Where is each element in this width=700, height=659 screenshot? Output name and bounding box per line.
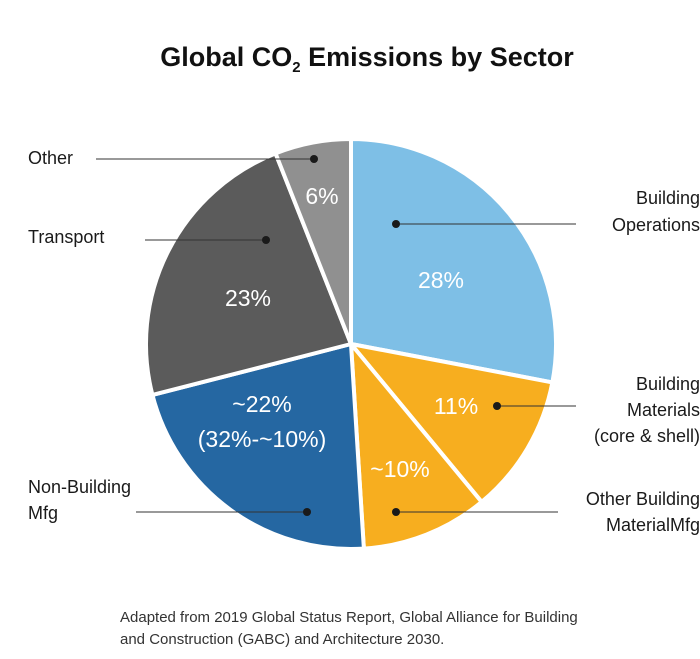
leader-dot-4 — [262, 236, 270, 244]
leader-dot-0 — [392, 220, 400, 228]
category-label-2-line-1: Other Building — [586, 489, 700, 509]
source-note-line-2: and Construction (GABC) and Architecture… — [120, 631, 445, 648]
category-label-0-line-2: Operations — [612, 215, 700, 235]
chart-title: Global CO2 Emissions by Sector — [0, 42, 700, 76]
category-label-0-line-1: Building — [636, 188, 700, 208]
slice-value-0: 28% — [418, 267, 464, 293]
chart-title-prefix: Global CO — [160, 42, 293, 72]
category-label-3-line-2: Mfg — [28, 503, 58, 523]
chart-title-subscript: 2 — [292, 59, 301, 76]
pie-slice-4 — [144, 151, 353, 397]
category-label-3-line-1: Non-Building — [28, 477, 131, 497]
leader-dot-5 — [310, 155, 318, 163]
category-label-1-line-2: Materials — [627, 400, 700, 420]
chart-title-suffix: Emissions by Sector — [300, 42, 574, 72]
slice-value-2: ~10% — [370, 456, 429, 482]
pie-slice-2 — [349, 342, 484, 551]
pie-slice-3 — [150, 342, 366, 552]
category-label-2-line-2: MaterialMfg — [606, 515, 700, 535]
pie-slice-1 — [349, 342, 555, 504]
category-label-4-line-1: Transport — [28, 227, 104, 247]
leader-dot-1 — [493, 402, 501, 410]
category-label-1-line-3: (core & shell) — [594, 426, 700, 446]
category-label-5-line-1: Other — [28, 148, 73, 168]
slice-value-3-line-2: (32%-~10%) — [198, 426, 326, 452]
pie-slice-0 — [349, 137, 558, 385]
pie-slice-5 — [273, 137, 353, 346]
leader-dot-2 — [392, 508, 400, 516]
source-note: Adapted from 2019 Global Status Report, … — [120, 607, 680, 651]
source-note-line-1: Adapted from 2019 Global Status Report, … — [120, 609, 578, 626]
slice-value-5: 6% — [305, 183, 338, 209]
category-label-1-line-1: Building — [636, 374, 700, 394]
slice-value-3: ~22% — [232, 391, 291, 417]
slice-value-4: 23% — [225, 285, 271, 311]
leader-dot-3 — [303, 508, 311, 516]
slice-value-1: 11% — [434, 393, 478, 419]
